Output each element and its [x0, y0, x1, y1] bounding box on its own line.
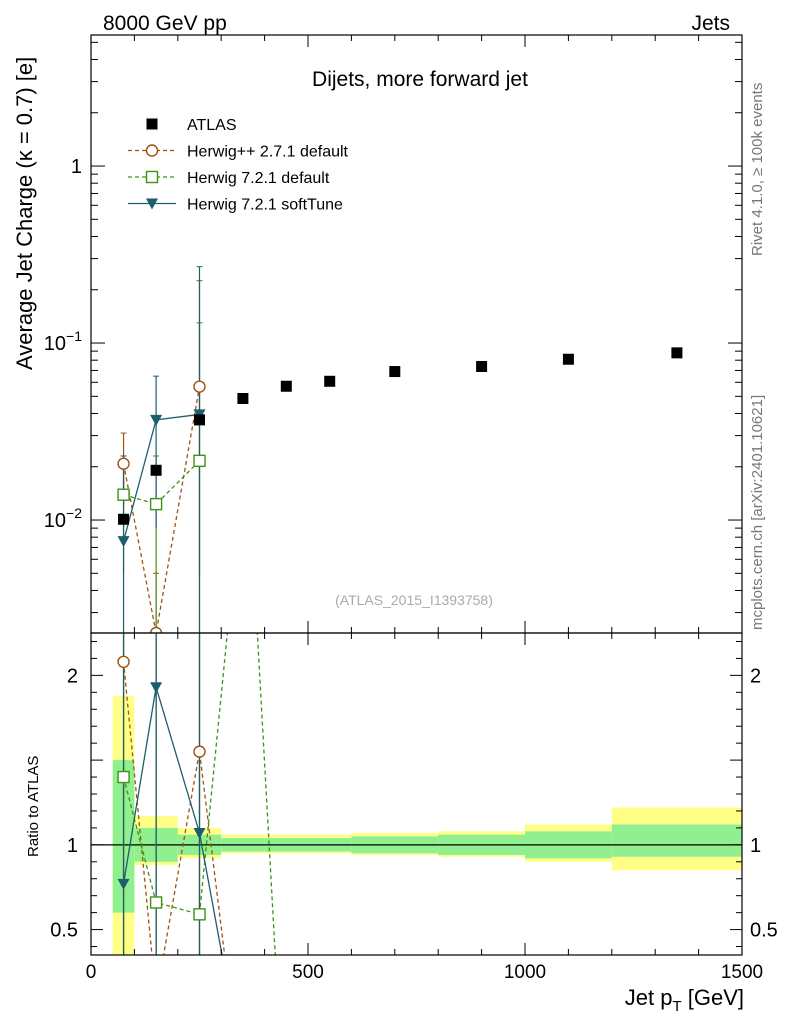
atlas-data-point [118, 513, 130, 525]
atlas-data-point [389, 366, 401, 378]
ratio-tick-label-right: 1 [750, 835, 761, 857]
mcplots-label: mcplots.cern.ch [arXiv:2401.10621] [749, 395, 766, 630]
legend-marker [146, 118, 158, 130]
series-point-2 [150, 414, 163, 426]
x-axis-title: Jet pT [GeV] [625, 985, 744, 1015]
series-point-1 [117, 488, 130, 501]
ratio-tick-label-right: 0.5 [750, 920, 778, 942]
analysis-id: (ATLAS_2015_I1393758) [335, 592, 493, 608]
legend-marker [145, 144, 159, 157]
ratio-point-2 [117, 878, 130, 890]
atlas-data-point [562, 353, 574, 365]
x-tick-label: 1000 [504, 962, 546, 983]
atlas-data-point [671, 347, 683, 359]
legend: ATLAS Herwig++ 2.7.1 default Herwig 7.2.1 … [128, 117, 349, 214]
ratio-point-1 [193, 908, 206, 921]
ratio-point-0 [117, 655, 130, 669]
y-tick-label: 10−2 [44, 505, 82, 532]
ratio-line-0 [122, 661, 226, 955]
ratio-panel-marks [91, 633, 742, 955]
main-panel-marks [117, 266, 683, 633]
ratio-line-1 [122, 633, 276, 955]
energy-label: 8000 GeV pp [103, 12, 227, 35]
x-tick-label: 500 [292, 962, 324, 983]
legend-label: Herwig 7.2.1 softTune [187, 197, 343, 214]
ratio-panel-ticks: 0 500 1000 1500 0.5 0.5 1 1 2 2 [50, 633, 778, 983]
main-clipped-group [117, 266, 683, 633]
ratio-point-2 [150, 682, 163, 694]
plot-title: Dijets, more forward jet [312, 68, 528, 91]
atlas-data-point [324, 375, 336, 387]
category-label: Jets [691, 12, 730, 35]
series-point-1 [193, 454, 206, 468]
atlas-data-point [280, 380, 292, 392]
svg-text:Jet pT [GeV]: Jet pT [GeV] [625, 985, 744, 1015]
series-point-1 [149, 497, 163, 511]
ratio-band-stat [611, 824, 742, 857]
ratio-axis-title: Ratio to ATLAS [25, 756, 42, 857]
ratio-point-0 [193, 745, 206, 758]
main-panel-ticks: 10−2 10−1 1 [44, 35, 743, 633]
ratio-panel-frame [90, 632, 743, 956]
ratio-point-1 [117, 770, 130, 784]
x-tick-label: 0 [86, 962, 97, 983]
ratio-tick-label-right: 2 [750, 665, 761, 687]
y-tick-label: 10−1 [44, 328, 82, 355]
atlas-data-point [150, 464, 162, 476]
y-axis-title: Average Jet Charge (κ = 0.7) [e] [12, 57, 37, 370]
atlas-data-point [476, 360, 488, 372]
series-point-0 [149, 626, 163, 633]
legend-marker [146, 198, 158, 210]
ratio-clipped-group [117, 633, 276, 955]
ratio-point-2 [193, 827, 206, 839]
x-tick-label: 1500 [721, 962, 763, 983]
legend-marker [145, 170, 159, 184]
ratio-tick-label-left: 2 [67, 665, 78, 687]
atlas-data-point [237, 392, 249, 404]
ratio-point-1 [149, 896, 163, 909]
legend-label: Herwig 7.2.1 default [187, 170, 330, 187]
legend-label: Herwig++ 2.7.1 default [187, 144, 349, 161]
series-line-0 [122, 386, 201, 633]
legend-label: ATLAS [187, 117, 237, 134]
series-point-0 [193, 380, 206, 393]
series-point-2 [117, 536, 130, 548]
atlas-data-point [194, 414, 205, 426]
ratio-tick-label-left: 0.5 [50, 920, 78, 942]
ratio-line-2 [122, 687, 223, 955]
ratio-tick-label-left: 1 [67, 835, 78, 857]
series-point-0 [117, 457, 130, 470]
y-tick-label: 1 [71, 156, 82, 178]
rivet-label: Rivet 4.1.0, ≥ 100k events [749, 83, 766, 256]
